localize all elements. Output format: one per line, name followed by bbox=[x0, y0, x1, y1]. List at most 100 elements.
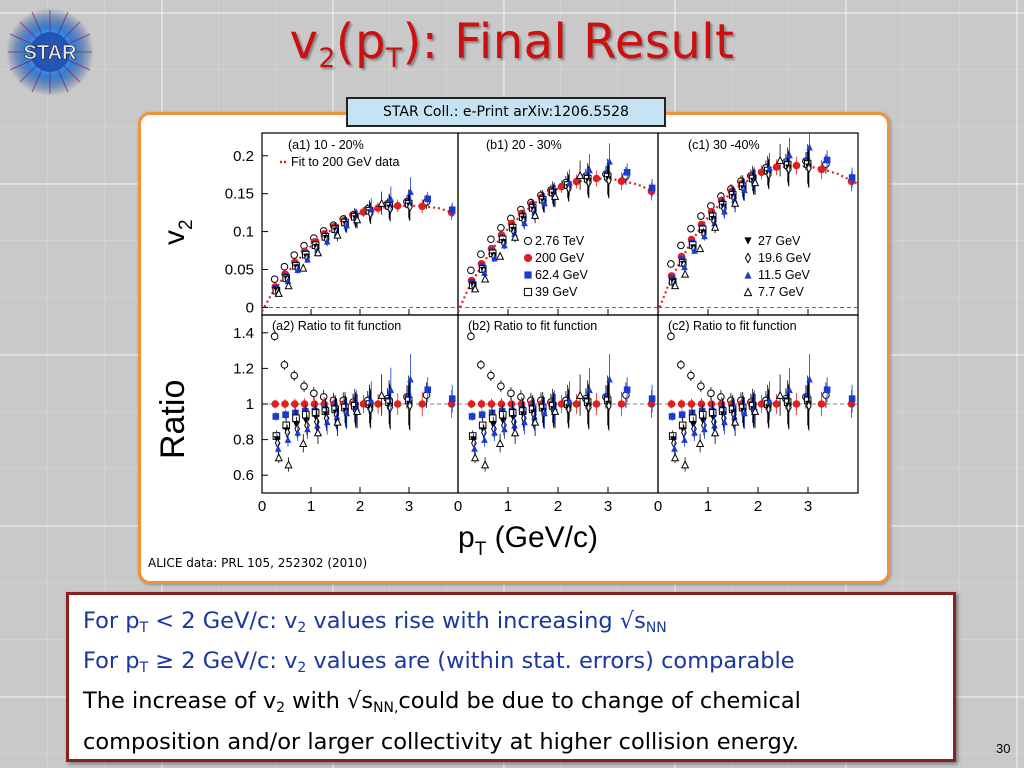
v2-marker bbox=[550, 191, 560, 200]
y-axis-title-sub: 2 bbox=[176, 219, 197, 230]
ratio-marker bbox=[687, 371, 695, 380]
ratio-marker bbox=[467, 332, 475, 341]
x-axis-title: pT (GeV/c) bbox=[458, 521, 598, 560]
y-tick-label: 1 bbox=[246, 396, 254, 413]
ratio-marker bbox=[806, 375, 813, 383]
panel-title: (c2) Ratio to fit function bbox=[668, 319, 797, 333]
y-tick-label: 0.8 bbox=[233, 432, 254, 449]
ratio-marker bbox=[786, 402, 792, 413]
ratio-marker bbox=[695, 438, 705, 447]
ratio-marker bbox=[741, 409, 748, 417]
figure-frame bbox=[138, 112, 890, 584]
v2-marker bbox=[823, 156, 831, 164]
legend-label: 27 GeV bbox=[758, 234, 801, 248]
ratio-marker bbox=[717, 393, 725, 401]
legend-marker bbox=[524, 271, 532, 279]
v2-marker bbox=[480, 274, 490, 283]
x-tick-label: 0 bbox=[258, 498, 266, 515]
legend-label: 62.4 GeV bbox=[535, 268, 588, 282]
v2-marker bbox=[407, 188, 414, 195]
ratio-marker bbox=[487, 400, 496, 408]
summary-box: For pT < 2 GeV/c: v2 values rise with in… bbox=[66, 592, 956, 762]
ratio-marker bbox=[670, 452, 680, 462]
v2-marker bbox=[343, 221, 351, 229]
v2-marker bbox=[775, 155, 785, 164]
ratio-marker bbox=[775, 390, 785, 399]
ratio-marker bbox=[313, 428, 323, 437]
ratio-marker bbox=[511, 422, 518, 429]
v2-marker bbox=[623, 168, 631, 176]
ratio-marker bbox=[806, 400, 812, 412]
v2-marker bbox=[687, 224, 695, 233]
ratio-marker bbox=[477, 400, 486, 408]
legend-label: 7.7 GeV bbox=[758, 285, 805, 299]
ratio-marker bbox=[282, 411, 289, 418]
v2-marker bbox=[424, 195, 432, 203]
ratio-marker bbox=[680, 460, 690, 469]
v2-marker bbox=[766, 169, 772, 181]
v2-marker bbox=[697, 212, 705, 220]
ratio-marker bbox=[731, 413, 738, 420]
star-logo-graphic: STAR bbox=[6, 8, 94, 96]
ratio-marker bbox=[688, 414, 697, 423]
v2-marker bbox=[521, 219, 528, 227]
v2-marker bbox=[572, 177, 581, 186]
ratio-marker bbox=[531, 413, 538, 420]
legend-marker bbox=[744, 252, 752, 264]
v2-marker bbox=[695, 243, 705, 253]
v2-marker bbox=[290, 251, 299, 259]
ratio-marker bbox=[300, 400, 309, 408]
x-tick-label: 1 bbox=[504, 498, 512, 515]
ratio-marker bbox=[566, 397, 573, 404]
ratio-marker bbox=[294, 429, 302, 436]
summary-line-3: The increase of v2 with √sNN,could be du… bbox=[83, 688, 801, 717]
ratio-marker bbox=[707, 400, 716, 408]
ratio-marker bbox=[772, 400, 781, 408]
v2-marker bbox=[541, 199, 548, 207]
ratio-marker bbox=[292, 414, 300, 423]
fit-legend-label: Fit to 200 GeV data bbox=[291, 155, 399, 169]
v2-marker bbox=[407, 201, 413, 213]
x-axis-title-sub: T bbox=[475, 539, 487, 560]
ratio-marker bbox=[291, 400, 299, 408]
ratio-marker bbox=[498, 410, 507, 419]
ratio-marker bbox=[497, 400, 506, 408]
ratio-marker bbox=[323, 418, 331, 426]
v2-marker bbox=[806, 162, 812, 174]
ratio-marker bbox=[566, 403, 572, 415]
citation-box: STAR Coll.: e-Print arXiv:1206.5528 bbox=[346, 97, 666, 127]
ratio-marker bbox=[495, 438, 505, 447]
v2-marker bbox=[470, 284, 480, 293]
ratio-marker bbox=[488, 409, 496, 417]
ratio-marker bbox=[697, 382, 705, 391]
ratio-marker bbox=[507, 389, 515, 398]
ratio-marker bbox=[319, 393, 328, 401]
y-tick-label: 1.2 bbox=[233, 360, 254, 377]
v2-marker bbox=[284, 280, 293, 290]
ratio-marker bbox=[470, 452, 480, 462]
ratio-marker bbox=[488, 414, 497, 423]
v2-marker bbox=[274, 288, 283, 297]
panel-title: (a1) 10 - 20% bbox=[288, 138, 364, 152]
legend-marker bbox=[743, 287, 753, 297]
ratio-marker bbox=[480, 460, 490, 469]
ratio-marker bbox=[848, 395, 856, 402]
ratio-marker bbox=[343, 409, 351, 417]
x-tick-label: 1 bbox=[704, 498, 712, 515]
legend-label: 39 GeV bbox=[535, 285, 578, 299]
ratio-marker bbox=[572, 400, 581, 408]
ratio-marker bbox=[300, 382, 308, 391]
ratio-marker bbox=[691, 429, 698, 436]
star-logo: STAR bbox=[4, 6, 96, 98]
v2-marker bbox=[280, 262, 289, 271]
legend-marker bbox=[744, 237, 752, 245]
v2-marker bbox=[313, 248, 323, 257]
ratio-marker bbox=[521, 418, 528, 426]
ratio-marker bbox=[387, 402, 394, 413]
panel-title: (b2) Ratio to fit function bbox=[468, 319, 597, 333]
ratio-marker bbox=[367, 397, 375, 404]
ratio-marker bbox=[677, 400, 686, 408]
ratio-marker bbox=[481, 436, 488, 443]
v2-marker bbox=[792, 161, 801, 170]
ratio-marker bbox=[671, 445, 678, 452]
